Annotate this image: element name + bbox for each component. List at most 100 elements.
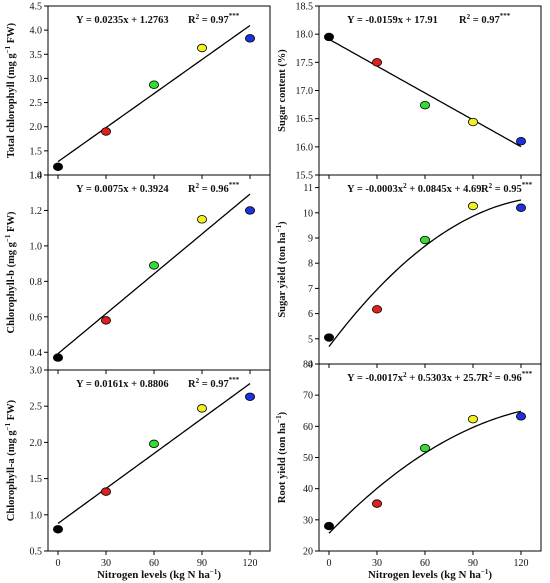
fit-line: [57, 383, 251, 524]
data-point: [53, 353, 64, 362]
y-axis-label-exponent: −1: [4, 234, 12, 242]
r-squared: R2 = 0.96***: [188, 181, 240, 195]
x-tick-label: 120: [514, 558, 529, 569]
y-tick-label: 40: [303, 484, 313, 495]
data-point: [101, 316, 112, 325]
equation-text: Y = 0.0161x + 0.8806: [76, 379, 169, 390]
data-point: [516, 203, 527, 212]
y-tick-label: 1.5: [30, 146, 43, 157]
r-squared-exponent: 2: [489, 182, 493, 190]
data-point: [323, 32, 334, 42]
data-point: [467, 414, 478, 424]
y-axis-label: Total chlorophyll (mg g−1 FW): [4, 22, 17, 158]
r-squared-label: R: [188, 379, 196, 390]
regression-equation: Y = 0.0235x + 1.2763: [76, 15, 169, 26]
y-tick-label: 7: [308, 284, 313, 295]
regression-equation: Y = 0.0075x + 0.3924: [76, 184, 169, 195]
fit-line: [57, 193, 251, 355]
y-tick-label: 1.0: [30, 171, 43, 182]
r-squared-exponent: 2: [196, 182, 200, 190]
y-tick-label: 1.5: [30, 474, 43, 485]
y-axis-label-text: Root yield (ton ha: [277, 422, 288, 503]
data-point: [323, 521, 334, 531]
y-axis-label: Chlorophyll-a (mg g−1 FW): [4, 399, 17, 521]
y-axis-label-text: Sugar yield (ton ha: [277, 232, 288, 318]
y-tick-label: 50: [303, 453, 313, 464]
equation-text-rest: + 0.5303x + 25.7: [407, 373, 482, 384]
y-tick-label: 8: [308, 259, 313, 270]
y-tick-label: 16.5: [296, 114, 314, 125]
r-squared-label: R: [481, 373, 489, 384]
y-axis-label-unit: FW): [6, 22, 17, 46]
data-point: [148, 80, 159, 89]
y-tick-label: 15.5: [296, 171, 314, 182]
r-squared-exponent: 2: [196, 13, 200, 21]
r-squared: R2 = 0.97***: [459, 12, 511, 26]
regression-equation: Y = -0.0159x + 17.91: [347, 15, 438, 26]
r-squared-exponent: 2: [467, 13, 471, 21]
r-squared: R2 = 0.97***: [188, 376, 240, 390]
r-squared-exponent: 2: [196, 377, 200, 385]
y-tick-label: 0.5: [30, 547, 43, 558]
r-squared: R2 = 0.95***: [481, 181, 533, 195]
r-squared-label: R: [188, 184, 196, 195]
data-point: [323, 333, 334, 342]
r-squared-value: = 0.97: [199, 379, 229, 390]
y-tick-label: 30: [303, 515, 313, 526]
y-tick-label: 3.0: [30, 74, 43, 85]
x-axis-label-text: Nitrogen levels (kg N ha: [368, 569, 481, 581]
significance-stars: ***: [229, 181, 240, 189]
data-point: [467, 201, 478, 211]
x-axis-label-close: ): [488, 569, 492, 581]
y-tick-label: 0.8: [30, 277, 43, 288]
panel-chlorophyll-a: 0.5 1.0 1.5 2.0 2.5 3.0 0 30 60 90 120 Chlorophyll-…: [4, 366, 271, 569]
data-point: [53, 525, 64, 534]
significance-stars: ***: [500, 12, 511, 20]
y-tick-label: 16.0: [296, 142, 314, 153]
y-axis-label-unit: ): [277, 411, 288, 415]
y-axis-label-exponent: −1: [275, 415, 283, 423]
data-point: [516, 412, 527, 421]
panel-chlorophyll-b: 0.4 0.6 0.8 1.0 1.2 1.4 Chlorophyll-b (mg g−1 …: [4, 171, 271, 374]
y-tick-label: 3.0: [30, 366, 43, 377]
x-axis-label-exponent: −1: [481, 568, 489, 576]
panel-total-chlorophyll: 1.0 1.5 2.0 2.5 3.0 3.5 4.0 4.5 Total chlorophyl…: [4, 2, 271, 182]
y-tick-label: 3.5: [30, 50, 43, 61]
r-squared-exponent: 2: [489, 371, 493, 379]
r-squared-label: R: [481, 184, 489, 195]
y-tick-label: 1.2: [30, 206, 43, 217]
y-tick-label: 2.0: [30, 438, 43, 449]
r-squared-value: = 0.96: [492, 373, 522, 384]
significance-stars: ***: [229, 376, 240, 384]
x-axis-label-text: Nitrogen levels (kg N ha: [97, 569, 210, 581]
y-axis-label-text: Sugar content (%): [277, 49, 288, 132]
y-tick-label: 0.4: [30, 348, 43, 359]
y-tick-label: 9: [308, 234, 313, 245]
y-tick-label: 4.0: [30, 26, 43, 37]
data-point: [419, 235, 430, 245]
x-tick-label: 120: [243, 558, 258, 569]
y-tick-label: 70: [303, 391, 313, 402]
x-tick-label: 30: [372, 558, 382, 569]
equation-text-rest: + 0.0845x + 4.69: [407, 184, 482, 195]
y-axis-label-text: Chlorophyll-a (mg g: [6, 430, 17, 522]
equation-text: Y = -0.0017x: [347, 373, 404, 384]
equation-text: Y = -0.0159x + 17.91: [347, 15, 438, 26]
y-axis-label-exponent: −1: [4, 422, 12, 430]
y-axis-label-unit: FW): [6, 399, 17, 423]
y-axis-label: Sugar content (%): [277, 49, 288, 132]
panel-sugar-content: 15.5 16.0 16.5 17.0 17.5 18.0 18.5 Sugar conten…: [277, 2, 542, 182]
y-axis-label-unit: ): [277, 221, 288, 225]
data-point: [148, 439, 159, 449]
data-point: [467, 117, 478, 127]
equation-text: Y = -0.0003x: [347, 184, 404, 195]
equation-text: Y = 0.0075x + 0.3924: [76, 184, 169, 195]
significance-stars: ***: [229, 12, 240, 20]
fit-line: [328, 199, 522, 348]
plot-frame: [318, 363, 542, 552]
panel-root-yield: 20 30 40 50 60 70 80 0 30 60 90 120 Root yield (ton …: [275, 360, 542, 569]
y-axis-label-unit: FW): [6, 211, 17, 235]
r-squared-value: = 0.96: [199, 184, 229, 195]
x-axis-label: Nitrogen levels (kg N ha−1): [97, 568, 221, 581]
x-axis-label-close: ): [217, 569, 221, 581]
